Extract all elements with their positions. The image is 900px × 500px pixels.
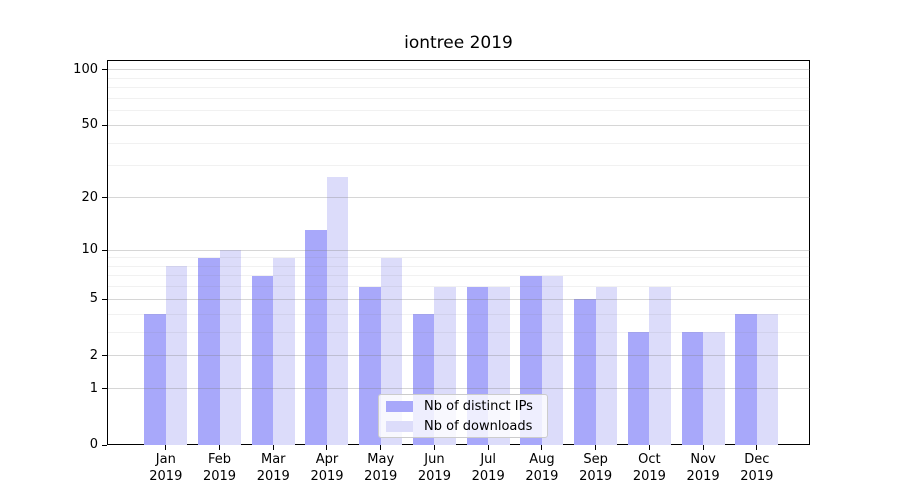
y-tick-label: 5 (89, 291, 98, 307)
minor-gridline (108, 275, 810, 277)
major-gridline (108, 388, 810, 390)
y-axis-tick (102, 197, 107, 198)
minor-gridline (108, 97, 810, 99)
major-gridline (108, 298, 810, 300)
x-tick-label: Jan 2019 (149, 452, 183, 484)
y-tick-label: 100 (73, 61, 98, 77)
y-axis-tick (102, 444, 107, 446)
legend-item-downloads: Nb of downloads (386, 419, 540, 434)
x-axis-tick (487, 445, 489, 450)
bar-ips-sep (574, 299, 596, 445)
x-axis-tick (433, 445, 435, 450)
major-gridline (108, 197, 810, 198)
minor-gridline (108, 142, 810, 144)
y-tick-label: 10 (81, 242, 98, 258)
y-axis-tick (102, 388, 107, 390)
major-gridline (108, 124, 810, 126)
x-axis-tick (702, 445, 704, 450)
x-axis-tick (219, 445, 221, 450)
x-tick-label: Mar 2019 (256, 452, 290, 484)
x-tick-label: Aug 2019 (525, 452, 559, 484)
chart-title: iontree 2019 (404, 33, 513, 53)
x-axis-tick (541, 445, 543, 450)
minor-gridline (108, 77, 810, 79)
major-gridline (108, 355, 810, 357)
x-tick-label: Jun 2019 (417, 452, 451, 484)
y-axis-tick (102, 249, 107, 251)
x-axis-tick (165, 445, 167, 450)
x-tick-label: Jul 2019 (471, 452, 505, 484)
x-tick-label: Apr 2019 (310, 452, 344, 484)
bar-ips-may (359, 286, 381, 445)
x-tick-label: Oct 2019 (632, 452, 666, 484)
x-axis-tick (595, 445, 597, 450)
minor-gridline (108, 286, 810, 288)
bar-downloads-feb (219, 250, 242, 445)
bar-downloads-oct (649, 286, 671, 445)
legend-swatch-distinct-ips (386, 400, 413, 412)
y-axis-tick (102, 298, 107, 300)
bar-ips-dec (735, 314, 757, 445)
x-tick-label: Nov 2019 (686, 452, 720, 484)
bar-downloads-apr (326, 177, 349, 445)
y-tick-label: 20 (81, 189, 98, 205)
minor-gridline (108, 257, 810, 259)
bar-ips-feb (198, 257, 220, 445)
bar-ips-nov (681, 332, 704, 445)
bar-ips-jan (144, 314, 166, 445)
legend-label-downloads: Nb of downloads (424, 418, 533, 434)
bar-downloads-mar (273, 257, 295, 445)
x-axis-tick (272, 445, 274, 450)
bar-downloads-sep (595, 286, 618, 445)
x-tick-label: Sep 2019 (579, 452, 613, 484)
x-axis-tick (648, 445, 650, 450)
y-tick-label: 0 (89, 437, 98, 452)
x-axis-tick (756, 445, 758, 450)
legend: Nb of distinct IPs Nb of downloads (378, 394, 548, 438)
x-tick-label: May 2019 (364, 452, 398, 484)
bar-downloads-nov (703, 332, 725, 445)
bar-ips-oct (627, 332, 650, 445)
legend-label-distinct-ips: Nb of distinct IPs (424, 398, 533, 414)
x-axis-tick (326, 445, 328, 450)
legend-item-distinct-ips: Nb of distinct IPs (386, 399, 540, 414)
minor-gridline (108, 87, 810, 89)
minor-gridline (108, 313, 810, 315)
minor-gridline (108, 110, 810, 112)
y-tick-label: 1 (89, 380, 98, 396)
major-gridline (108, 69, 810, 71)
bar-ips-mar (251, 275, 274, 445)
y-axis-tick (102, 355, 107, 357)
y-tick-label: 2 (89, 347, 98, 363)
bar-downloads-dec (756, 314, 779, 445)
y-tick-label: 50 (81, 117, 98, 133)
x-tick-label: Dec 2019 (740, 452, 774, 484)
y-axis-tick (102, 124, 107, 126)
bar-downloads-jan (165, 266, 188, 445)
y-axis-tick (102, 69, 107, 71)
minor-gridline (108, 165, 810, 167)
x-axis-tick (380, 445, 382, 450)
major-gridline (108, 249, 810, 251)
minor-gridline (108, 331, 810, 333)
bar-ips-apr (305, 230, 327, 445)
legend-swatch-downloads (386, 420, 413, 432)
x-tick-label: Feb 2019 (202, 452, 237, 484)
minor-gridline (108, 265, 810, 267)
